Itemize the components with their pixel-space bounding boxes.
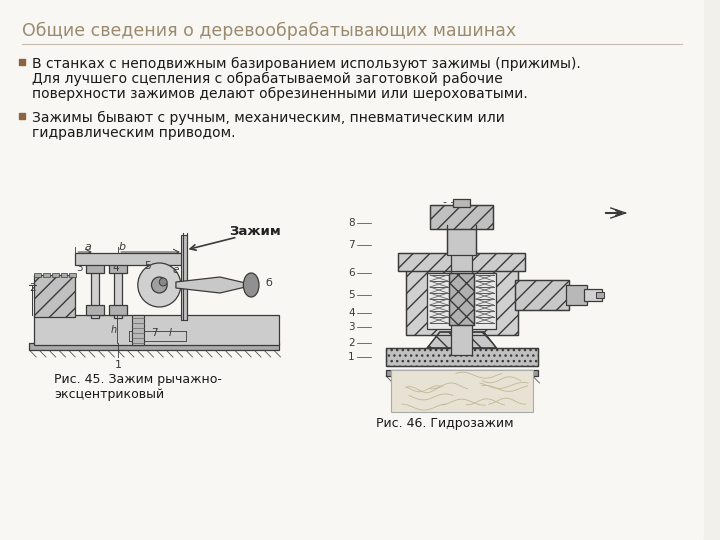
Bar	[114, 263, 122, 318]
Bar	[76, 253, 183, 265]
Circle shape	[159, 278, 167, 286]
Text: 5: 5	[348, 290, 355, 300]
Text: 4: 4	[112, 263, 119, 273]
Circle shape	[151, 277, 167, 293]
Text: 8: 8	[348, 218, 355, 228]
Bar	[430, 205, 492, 229]
Text: e: e	[173, 265, 179, 275]
Bar	[109, 263, 127, 273]
Bar	[451, 240, 472, 355]
Text: Зажим: Зажим	[230, 225, 282, 238]
Bar	[86, 305, 104, 315]
Text: - -: - -	[443, 197, 454, 207]
Text: 3: 3	[76, 263, 83, 273]
Bar	[596, 292, 604, 298]
Text: 4: 4	[348, 308, 355, 318]
Bar	[386, 348, 538, 366]
Text: б: б	[266, 278, 273, 288]
Text: 3: 3	[348, 322, 355, 332]
Bar	[405, 267, 518, 335]
Text: 6: 6	[348, 268, 355, 278]
Bar	[91, 263, 99, 318]
Bar	[430, 205, 492, 229]
Polygon shape	[176, 277, 254, 293]
Bar	[35, 273, 41, 277]
Text: 5: 5	[144, 261, 151, 271]
Bar	[86, 263, 104, 273]
Text: гидравлическим приводом.: гидравлическим приводом.	[32, 126, 235, 140]
Text: a: a	[84, 242, 91, 252]
Bar	[52, 273, 58, 277]
Text: 1: 1	[114, 360, 122, 370]
Bar	[446, 225, 476, 255]
Text: 7: 7	[348, 240, 355, 250]
Text: Общие сведения о деревообрабатывающих машинах: Общие сведения о деревообрабатывающих ма…	[22, 22, 516, 40]
Bar	[30, 343, 279, 350]
Text: поверхности зажимов делают обрезиненными или шероховатыми.: поверхности зажимов делают обрезиненными…	[32, 87, 528, 101]
Bar	[60, 273, 68, 277]
Bar	[452, 199, 470, 207]
Bar	[132, 315, 144, 345]
Text: Рис. 46. Гидрозажим: Рис. 46. Гидрозажим	[377, 417, 514, 430]
Bar	[449, 273, 474, 325]
Text: b: b	[119, 242, 126, 252]
Text: Для лучшего сцепления с обрабатываемой заготовкой рабочие: Для лучшего сцепления с обрабатываемой з…	[32, 72, 503, 86]
Text: l: l	[169, 328, 172, 338]
Text: h: h	[110, 325, 117, 335]
Polygon shape	[427, 332, 497, 348]
Bar	[427, 273, 495, 329]
Text: 7: 7	[151, 328, 158, 338]
Bar	[109, 305, 127, 315]
Bar	[35, 315, 279, 345]
Bar	[43, 273, 50, 277]
Bar	[69, 273, 76, 277]
Circle shape	[138, 263, 181, 307]
Bar	[449, 273, 474, 325]
Text: В станках с неподвижным базированием используют зажимы (прижимы).: В станках с неподвижным базированием исп…	[32, 57, 581, 71]
Text: 2: 2	[348, 338, 355, 348]
Bar	[391, 370, 533, 412]
Bar	[386, 348, 538, 366]
Bar	[566, 285, 588, 305]
Text: 1: 1	[348, 352, 355, 362]
Bar	[386, 370, 538, 376]
Bar	[515, 280, 569, 310]
Ellipse shape	[243, 273, 259, 297]
Text: Зажимы бывают с ручным, механическим, пневматическим или: Зажимы бывают с ручным, механическим, пн…	[32, 111, 505, 125]
Bar	[397, 253, 525, 271]
Bar	[405, 267, 518, 335]
Text: 2: 2	[30, 283, 36, 293]
Text: Рис. 45. Зажим рычажно-
эксцентриковый: Рис. 45. Зажим рычажно- эксцентриковый	[54, 373, 222, 401]
Bar	[397, 253, 525, 271]
Bar	[515, 280, 569, 310]
Bar	[35, 275, 76, 317]
Bar	[181, 235, 186, 320]
Bar	[585, 289, 602, 301]
